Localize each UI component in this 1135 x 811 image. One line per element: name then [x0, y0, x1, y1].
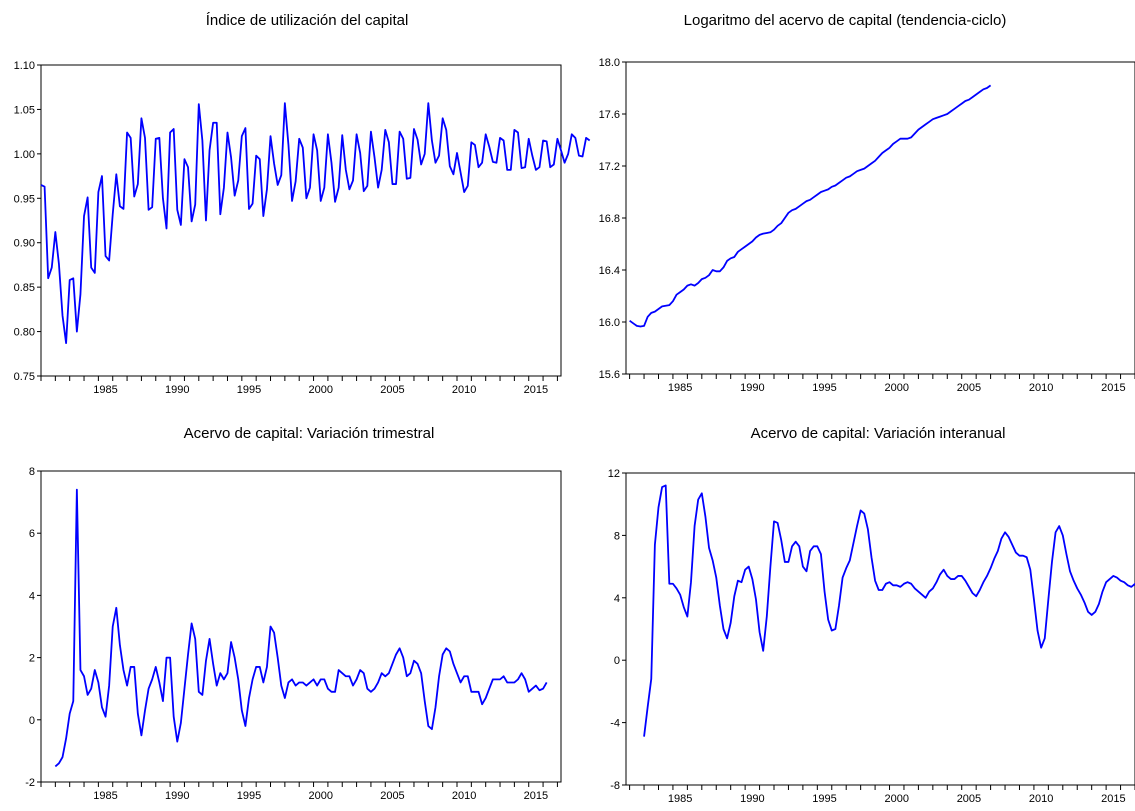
- x-tick-label: 2010: [452, 790, 476, 802]
- y-tick-label: 0.95: [14, 193, 35, 205]
- series-line-utilization: [40, 102, 591, 345]
- x-tick-label: 1995: [812, 793, 836, 805]
- x-tick-label: 1990: [740, 382, 764, 394]
- x-tick-label: 2005: [957, 793, 981, 805]
- x-tick-label: 2010: [452, 384, 476, 396]
- panel-log-capital-stock: Logaritmo del acervo de capital (tendenc…: [599, 12, 1135, 394]
- y-tick-label: 8: [614, 530, 620, 542]
- y-tick-label: 1.05: [14, 104, 35, 116]
- y-tick-label: -8: [610, 780, 620, 792]
- y-tick-label: 2: [29, 653, 35, 665]
- plot-frame-log-capital: [625, 61, 1135, 375]
- x-tick-label: 2010: [1029, 382, 1053, 394]
- chart-title-quarterly-variation: Acervo de capital: Variación trimestral: [184, 425, 435, 442]
- y-tick-label: 0.90: [14, 238, 35, 250]
- x-tick-label: 1985: [668, 382, 692, 394]
- x-tick-label: 2015: [524, 384, 548, 396]
- y-tick-label: -4: [610, 718, 620, 730]
- y-tick-label: 16.8: [599, 213, 620, 225]
- y-tick-label: 4: [29, 590, 35, 602]
- x-tick-label: 1990: [165, 384, 189, 396]
- plot-frame-annual-variation: [625, 472, 1135, 786]
- y-tick-label: 0.80: [14, 327, 35, 339]
- series-line-annual-variation: [643, 484, 1135, 737]
- panel-utilization-index: Índice de utilización del capital 0.750.…: [14, 12, 591, 396]
- x-axis-quarterly-variation: 1985 1990 1995 2000 2005 2010 2015: [40, 782, 558, 802]
- y-tick-label: 1.10: [14, 60, 35, 72]
- panel-quarterly-variation: Acervo de capital: Variación trimestral …: [25, 425, 562, 802]
- x-tick-label: 1995: [812, 382, 836, 394]
- y-tick-label: 12: [608, 468, 620, 480]
- y-tick-label: 16.0: [599, 317, 620, 329]
- x-axis-annual-variation: 1985 1990 1995 2000 2005 2010 2015: [629, 785, 1135, 805]
- x-tick-label: 1995: [237, 790, 261, 802]
- x-tick-label: 1985: [93, 384, 117, 396]
- panel-annual-variation: Acervo de capital: Variación interanual …: [608, 425, 1135, 805]
- x-tick-label: 1990: [740, 793, 764, 805]
- x-tick-label: 2005: [957, 382, 981, 394]
- y-tick-label: 0.75: [14, 371, 35, 383]
- y-tick-label: 17.6: [599, 109, 620, 121]
- y-axis-quarterly-variation: -2 0 2 4 6 8: [25, 466, 41, 789]
- x-tick-label: 2000: [885, 793, 909, 805]
- x-axis-utilization: 1985 1990 1995 2000 2005 2010 2015: [40, 376, 558, 396]
- x-tick-label: 2005: [380, 790, 404, 802]
- y-tick-label: 6: [29, 528, 35, 540]
- y-axis-annual-variation: -8 -4 0 4 8 12: [608, 468, 626, 792]
- x-tick-label: 2000: [885, 382, 909, 394]
- x-tick-label: 2010: [1029, 793, 1053, 805]
- y-tick-label: 15.6: [599, 369, 620, 381]
- y-tick-label: 1.00: [14, 149, 35, 161]
- x-tick-label: 1990: [165, 790, 189, 802]
- y-tick-label: -2: [25, 777, 35, 789]
- y-tick-label: 18.0: [599, 57, 620, 69]
- series-line-log-capital: [629, 84, 992, 328]
- y-tick-label: 8: [29, 466, 35, 478]
- x-tick-label: 1995: [237, 384, 261, 396]
- y-tick-label: 0: [29, 715, 35, 727]
- x-tick-label: 2000: [308, 384, 332, 396]
- y-tick-label: 0.85: [14, 282, 35, 294]
- chart-title-log-capital: Logaritmo del acervo de capital (tendenc…: [684, 12, 1007, 29]
- plot-frame-utilization: [40, 64, 562, 377]
- y-tick-label: 17.2: [599, 161, 620, 173]
- x-tick-label: 2000: [308, 790, 332, 802]
- x-tick-label: 2015: [1101, 382, 1125, 394]
- y-axis-utilization: 0.75 0.80 0.85 0.90 0.95 1.00 1.05 1.10: [14, 60, 41, 383]
- y-tick-label: 16.4: [599, 265, 620, 277]
- chart-title-utilization: Índice de utilización del capital: [206, 12, 409, 29]
- x-tick-label: 2015: [1101, 793, 1125, 805]
- series-line-quarterly-variation: [54, 488, 548, 768]
- x-tick-label: 1985: [93, 790, 117, 802]
- y-axis-log-capital: 15.6 16.0 16.4 16.8 17.2 17.6 18.0: [599, 57, 626, 381]
- x-tick-label: 2015: [524, 790, 548, 802]
- chart-title-annual-variation: Acervo de capital: Variación interanual: [751, 425, 1006, 442]
- x-tick-label: 2005: [380, 384, 404, 396]
- y-tick-label: 0: [614, 655, 620, 667]
- x-axis-log-capital: 1985 1990 1995 2000 2005 2010 2015: [629, 374, 1135, 394]
- x-tick-label: 1985: [668, 793, 692, 805]
- plot-frame-quarterly-variation: [40, 470, 562, 783]
- y-tick-label: 4: [614, 593, 620, 605]
